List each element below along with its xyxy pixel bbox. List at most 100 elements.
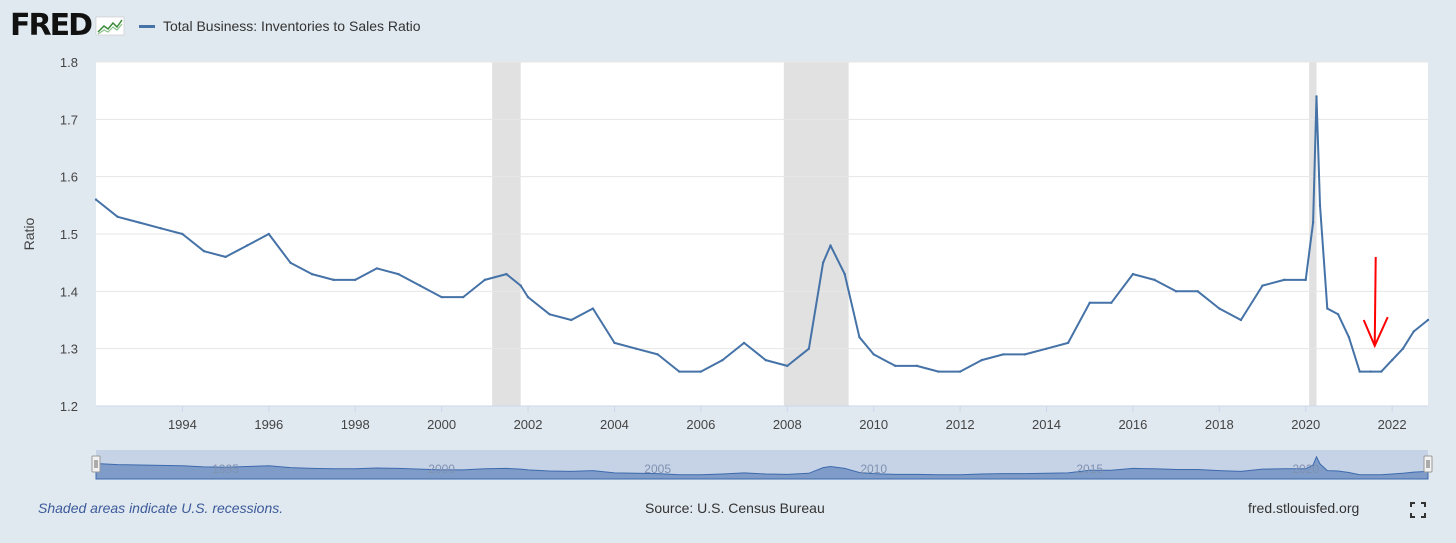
navigator-right-handle[interactable]	[1423, 455, 1433, 473]
data-point	[483, 278, 487, 282]
y-tick-label: 1.8	[60, 55, 78, 70]
data-point	[1311, 221, 1315, 224]
data-point	[1045, 347, 1048, 350]
x-tick-label: 2016	[1118, 417, 1147, 432]
data-point	[138, 221, 141, 224]
navigator-series	[95, 455, 1429, 480]
fred-logo-graph-icon	[95, 16, 125, 36]
data-point	[1088, 301, 1091, 304]
data-point	[94, 198, 98, 201]
x-tick-label: 2002	[514, 417, 543, 432]
data-point	[699, 370, 703, 373]
fred-logo[interactable]: FRED	[10, 11, 125, 41]
chart-header: FRED Total Business: Inventories to Sale…	[10, 8, 421, 44]
data-point	[548, 313, 551, 316]
data-point	[440, 295, 443, 299]
data-point	[858, 336, 861, 339]
data-point	[159, 227, 163, 230]
x-tick-label: 2014	[1032, 417, 1061, 432]
site-link[interactable]: fred.stlouisfed.org	[1248, 500, 1360, 516]
data-point	[202, 250, 206, 253]
data-point	[721, 358, 724, 362]
data-point	[1153, 278, 1156, 282]
fullscreen-icon[interactable]	[1410, 502, 1426, 518]
data-point	[1390, 358, 1394, 362]
data-point	[634, 347, 638, 350]
data-point	[1218, 307, 1221, 310]
y-tick-label: 1.3	[60, 342, 78, 357]
data-point	[764, 358, 767, 362]
y-tick-label: 1.4	[60, 284, 78, 299]
data-point	[1347, 336, 1351, 339]
data-point	[807, 347, 811, 350]
x-tick-label: 2010	[859, 417, 888, 432]
y-axis-title: Ratio	[21, 217, 37, 250]
recession-note: Shaded areas indicate U.S. recessions.	[38, 500, 284, 516]
data-point	[1131, 272, 1135, 276]
data-point	[1261, 284, 1264, 287]
x-tick-label: 2018	[1205, 417, 1234, 432]
y-tick-label: 1.6	[60, 170, 78, 185]
x-tick-label: 2012	[946, 417, 975, 432]
data-point	[829, 244, 832, 247]
data-point	[246, 244, 249, 247]
data-point	[1002, 353, 1005, 356]
data-point	[591, 307, 595, 310]
legend-series-label[interactable]: Total Business: Inventories to Sales Rat…	[163, 18, 421, 34]
data-point	[937, 370, 940, 373]
x-tick-label: 1998	[341, 417, 370, 432]
line-chart: 1.2 1.3 1.4 1.5 1.6 1.7 1.8 1994 1996 1998 2000 200…	[21, 55, 1433, 480]
data-point	[1401, 347, 1405, 350]
data-point	[1426, 318, 1430, 322]
data-point	[526, 295, 530, 299]
data-point	[1239, 318, 1243, 322]
y-tick-label: 1.2	[60, 399, 78, 414]
data-point	[894, 364, 897, 368]
data-point	[1110, 301, 1113, 304]
y-tick-label: 1.7	[60, 112, 78, 127]
data-point	[397, 272, 400, 276]
data-point	[519, 284, 522, 287]
data-point	[872, 353, 875, 356]
navigator-label: 2000	[428, 462, 455, 476]
source-note: Source: U.S. Census Bureau	[645, 500, 825, 516]
data-point	[570, 318, 573, 322]
navigator-label: 2020	[1292, 462, 1319, 476]
navigator-label: 1995	[212, 462, 239, 476]
data-point	[289, 261, 292, 264]
navigator-label: 2015	[1076, 462, 1103, 476]
navigator-label: 2005	[644, 462, 671, 476]
legend-line-swatch	[139, 24, 155, 28]
data-point	[821, 261, 825, 264]
data-point	[786, 364, 789, 368]
navigator-left-handle[interactable]	[91, 455, 101, 473]
data-point	[354, 278, 357, 282]
data-point	[1412, 330, 1415, 333]
data-point	[1358, 370, 1361, 373]
x-tick-label: 1994	[168, 417, 197, 432]
data-point	[375, 267, 379, 270]
data-point	[1326, 307, 1329, 310]
data-point	[1282, 278, 1286, 282]
annotation-arrow-head	[1362, 316, 1389, 349]
y-tick-label: 1.5	[60, 227, 78, 242]
x-tick-label: 1996	[254, 417, 283, 432]
chart-legend: Total Business: Inventories to Sales Rat…	[139, 18, 421, 34]
data-point	[181, 232, 184, 236]
fred-logo-text: FRED	[10, 8, 93, 43]
x-tick-label: 2004	[600, 417, 629, 432]
data-point	[1023, 353, 1027, 356]
data-point	[1196, 290, 1199, 293]
data-point	[332, 278, 335, 282]
data-point	[267, 232, 271, 236]
x-tick-label: 2020	[1291, 417, 1320, 432]
data-point	[1369, 370, 1372, 373]
data-point	[1380, 370, 1383, 373]
data-point	[1174, 290, 1178, 293]
data-point	[843, 272, 846, 276]
data-point	[505, 272, 508, 276]
data-point	[462, 295, 465, 299]
data-point	[1315, 95, 1318, 98]
data-point	[613, 341, 616, 345]
data-point	[656, 353, 659, 356]
